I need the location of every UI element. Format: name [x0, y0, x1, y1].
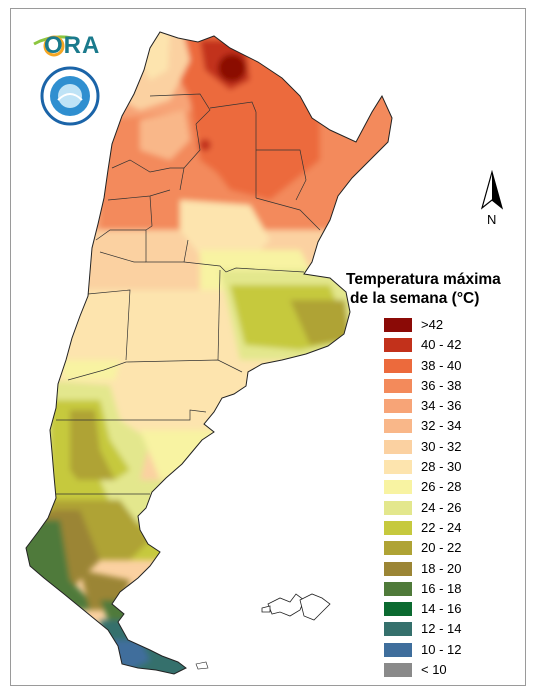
- north-label: N: [487, 212, 497, 227]
- legend-label: 14 - 16: [421, 601, 462, 617]
- legend-item: < 10: [384, 661, 524, 681]
- legend-item: 36 - 38: [384, 377, 524, 397]
- north-arrow: N: [478, 169, 514, 230]
- legend-item: 40 - 42: [384, 336, 524, 356]
- legend-label: 16 - 18: [421, 580, 462, 596]
- legend-item: 26 - 28: [384, 478, 524, 498]
- legend-label: 40 - 42: [421, 337, 462, 353]
- ora-logo-text: ORA: [44, 32, 101, 59]
- legend-label: 32 - 34: [421, 418, 462, 434]
- legend-swatch: [384, 378, 412, 393]
- legend-swatch: [384, 399, 412, 414]
- legend-swatch: [384, 419, 412, 434]
- legend-item: 30 - 32: [384, 438, 524, 458]
- legend-item: 14 - 16: [384, 600, 524, 620]
- legend-item: >42: [384, 316, 524, 336]
- legend-swatch: [384, 622, 412, 637]
- province-boundaries: [48, 93, 321, 495]
- ora-swoosh-icon: [33, 35, 73, 57]
- legend-swatch: [384, 439, 412, 454]
- legend-item: 28 - 30: [384, 458, 524, 478]
- legend-label: 12 - 14: [421, 621, 462, 637]
- legend-item: 34 - 36: [384, 397, 524, 417]
- north-arrow-icon: [480, 169, 504, 210]
- legend-item: 12 - 14: [384, 620, 524, 640]
- legend-label: 36 - 38: [421, 377, 462, 393]
- legend-title-line2: de la semana (°C): [350, 290, 480, 307]
- isla-de-los-estados: [195, 661, 209, 670]
- legend-swatch: [384, 520, 412, 535]
- legend-swatch: [384, 663, 412, 678]
- country-outline: [25, 31, 393, 675]
- legend-item: 20 - 22: [384, 539, 524, 559]
- ora-logo: ORA: [32, 30, 102, 60]
- legend-label: < 10: [421, 662, 447, 678]
- legend-swatch: [384, 581, 412, 596]
- legend-swatch: [384, 358, 412, 373]
- legend-label: 22 - 24: [421, 519, 462, 535]
- legend-label: 34 - 36: [421, 398, 462, 414]
- legend-swatch: [384, 602, 412, 617]
- legend-swatch: [384, 541, 412, 556]
- legend-title-line1: Temperatura máxima: [346, 271, 501, 288]
- legend-label: 30 - 32: [421, 438, 462, 454]
- legend-swatch: [384, 642, 412, 657]
- legend-items: >42 40 - 42 38 - 40 36 - 38 34 - 36 32 - 34 30…: [384, 316, 524, 681]
- legend-item: 22 - 24: [384, 519, 524, 539]
- legend-title: Temperatura máxima de la semana (°C): [346, 270, 516, 308]
- legend-label: 10 - 12: [421, 641, 462, 657]
- legend: Temperatura máxima de la semana (°C) >42…: [346, 270, 516, 678]
- legend-label: 28 - 30: [421, 459, 462, 475]
- legend-label: 38 - 40: [421, 357, 462, 373]
- legend-item: 32 - 34: [384, 417, 524, 437]
- legend-item: 38 - 40: [384, 357, 524, 377]
- smn-seal-icon: [40, 66, 100, 126]
- legend-swatch: [384, 561, 412, 576]
- legend-label: >42: [421, 317, 444, 332]
- map-frame: [10, 8, 526, 686]
- legend-label: 18 - 20: [421, 560, 462, 576]
- legend-swatch: [384, 338, 412, 353]
- legend-swatch: [384, 318, 412, 332]
- legend-swatch: [384, 480, 412, 495]
- malvinas-islands: [261, 593, 331, 621]
- legend-item: 10 - 12: [384, 641, 524, 661]
- legend-item: 24 - 26: [384, 499, 524, 519]
- legend-label: 20 - 22: [421, 540, 462, 556]
- legend-label: 24 - 26: [421, 499, 462, 515]
- legend-swatch: [384, 500, 412, 515]
- legend-item: 16 - 18: [384, 580, 524, 600]
- legend-label: 26 - 28: [421, 479, 462, 495]
- legend-swatch: [384, 460, 412, 475]
- legend-item: 18 - 20: [384, 560, 524, 580]
